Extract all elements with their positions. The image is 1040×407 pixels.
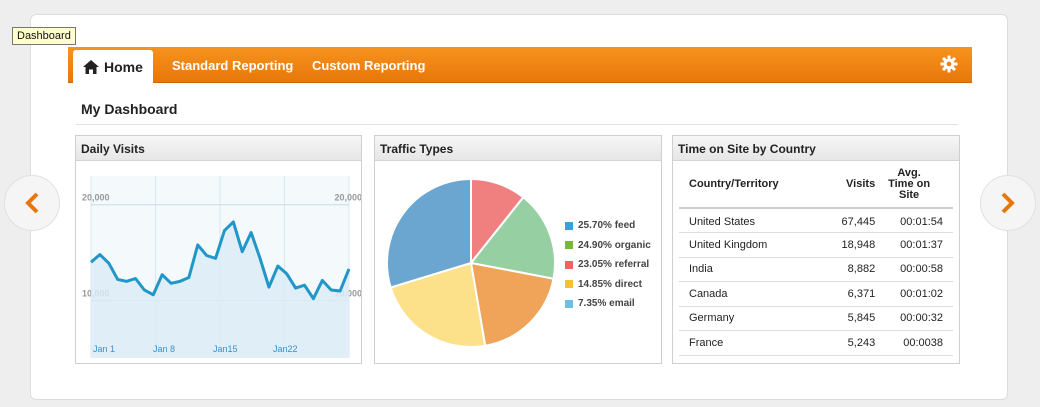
chevron-right-icon [1001,192,1015,214]
legend-item: 14.85% direct [565,275,651,295]
legend-label: 23.05% referral [578,259,650,271]
table-row: France 5,243 00:0038 [679,330,953,356]
pie-slice [469,261,555,347]
next-arrow-button[interactable] [980,175,1036,231]
x-tick-label: Jan15 [213,344,238,354]
chevron-left-icon [25,192,39,214]
row-visits: 5,845 [825,306,876,331]
table-row: Canada 6,371 00:01:02 [679,281,953,307]
traffic-types-legend: 25.70% feed 24.90% organic 23.05% referral… [565,216,651,314]
x-tick-label: Jan 8 [153,344,175,354]
page-title: My Dashboard [81,101,178,117]
row-visits: 6,371 [825,281,876,307]
col-visits: Visits [825,162,876,209]
table-row: Germany 5,845 00:00:32 [679,306,953,331]
row-visits: 8,882 [825,257,876,282]
row-visits: 67,445 [825,208,876,233]
y-tick-label-left: 20,000 [82,193,110,203]
row-country: Canada [679,281,826,307]
time-on-site-table: Country/Territory Visits Avg. Time on Si… [679,162,953,356]
x-tick-label: Jan22 [273,344,298,354]
row-visits: 18,948 [825,232,876,258]
legend-item: 25.70% feed [565,216,651,236]
time-on-site-title: Time on Site by Country [673,136,959,161]
row-country: Germany [679,306,826,331]
tab-home[interactable]: Home [73,50,153,83]
traffic-types-title: Traffic Types [375,136,661,161]
x-tick-label: Jan 1 [93,344,115,354]
row-avg-time: 00:01:54 [875,208,953,233]
tab-home-label: Home [104,58,143,75]
series-line [90,220,351,301]
legend-label: 7.35% email [578,298,635,310]
title-divider [76,124,958,125]
table-row: United Kingdom 18,948 00:01:37 [679,232,953,258]
pie-slice [389,261,487,348]
pie-slice [386,177,472,289]
tab-standard-reporting[interactable]: Standard Reporting [172,58,294,73]
row-country: United Kingdom [679,232,826,258]
legend-label: 14.85% direct [578,278,642,290]
legend-item: 7.35% email [565,294,651,314]
row-avg-time: 00:01:37 [875,232,953,258]
legend-item: 24.90% organic [565,236,651,256]
col-avg-time: Avg. Time on Site [875,162,953,209]
home-icon [83,59,99,74]
tooltip: Dashboard [12,27,76,45]
legend-swatch [565,260,573,269]
row-country: United States [679,208,826,233]
gear-icon[interactable] [940,55,958,73]
col-country: Country/Territory [679,162,826,209]
row-country: India [679,257,826,282]
row-avg-time: 00:01:02 [875,281,953,307]
traffic-types-panel: Traffic Types 25.70% feed 24.90% organic 2… [374,135,662,364]
legend-swatch [565,221,573,230]
legend-swatch [565,299,573,308]
legend-label: 25.70% feed [578,220,636,232]
tab-custom-reporting[interactable]: Custom Reporting [312,58,426,73]
legend-swatch [565,280,573,289]
daily-visits-title: Daily Visits [76,136,361,161]
y-tick-label-right: 20,000 [334,193,361,203]
row-avg-time: 00:00:32 [875,306,953,331]
daily-visits-panel: Daily Visits 20,00020,00010,00010,000Jan… [75,135,362,364]
row-country: France [679,330,826,356]
row-avg-time: 00:0038 [875,330,953,356]
row-avg-time: 00:00:58 [875,257,953,282]
legend-swatch [565,241,573,250]
legend-item: 23.05% referral [565,255,651,275]
prev-arrow-button[interactable] [4,175,60,231]
table-row: United States 67,445 00:01:54 [679,208,953,233]
row-visits: 5,243 [825,330,876,356]
time-on-site-panel: Time on Site by Country Country/Territor… [672,135,960,364]
table-row: India 8,882 00:00:58 [679,257,953,282]
top-navbar: Home Standard Reporting Custom Reporting [68,47,972,83]
pie-slice [469,195,556,280]
traffic-types-pie [386,177,556,348]
series-area [91,221,349,358]
legend-label: 24.90% organic [578,239,651,251]
